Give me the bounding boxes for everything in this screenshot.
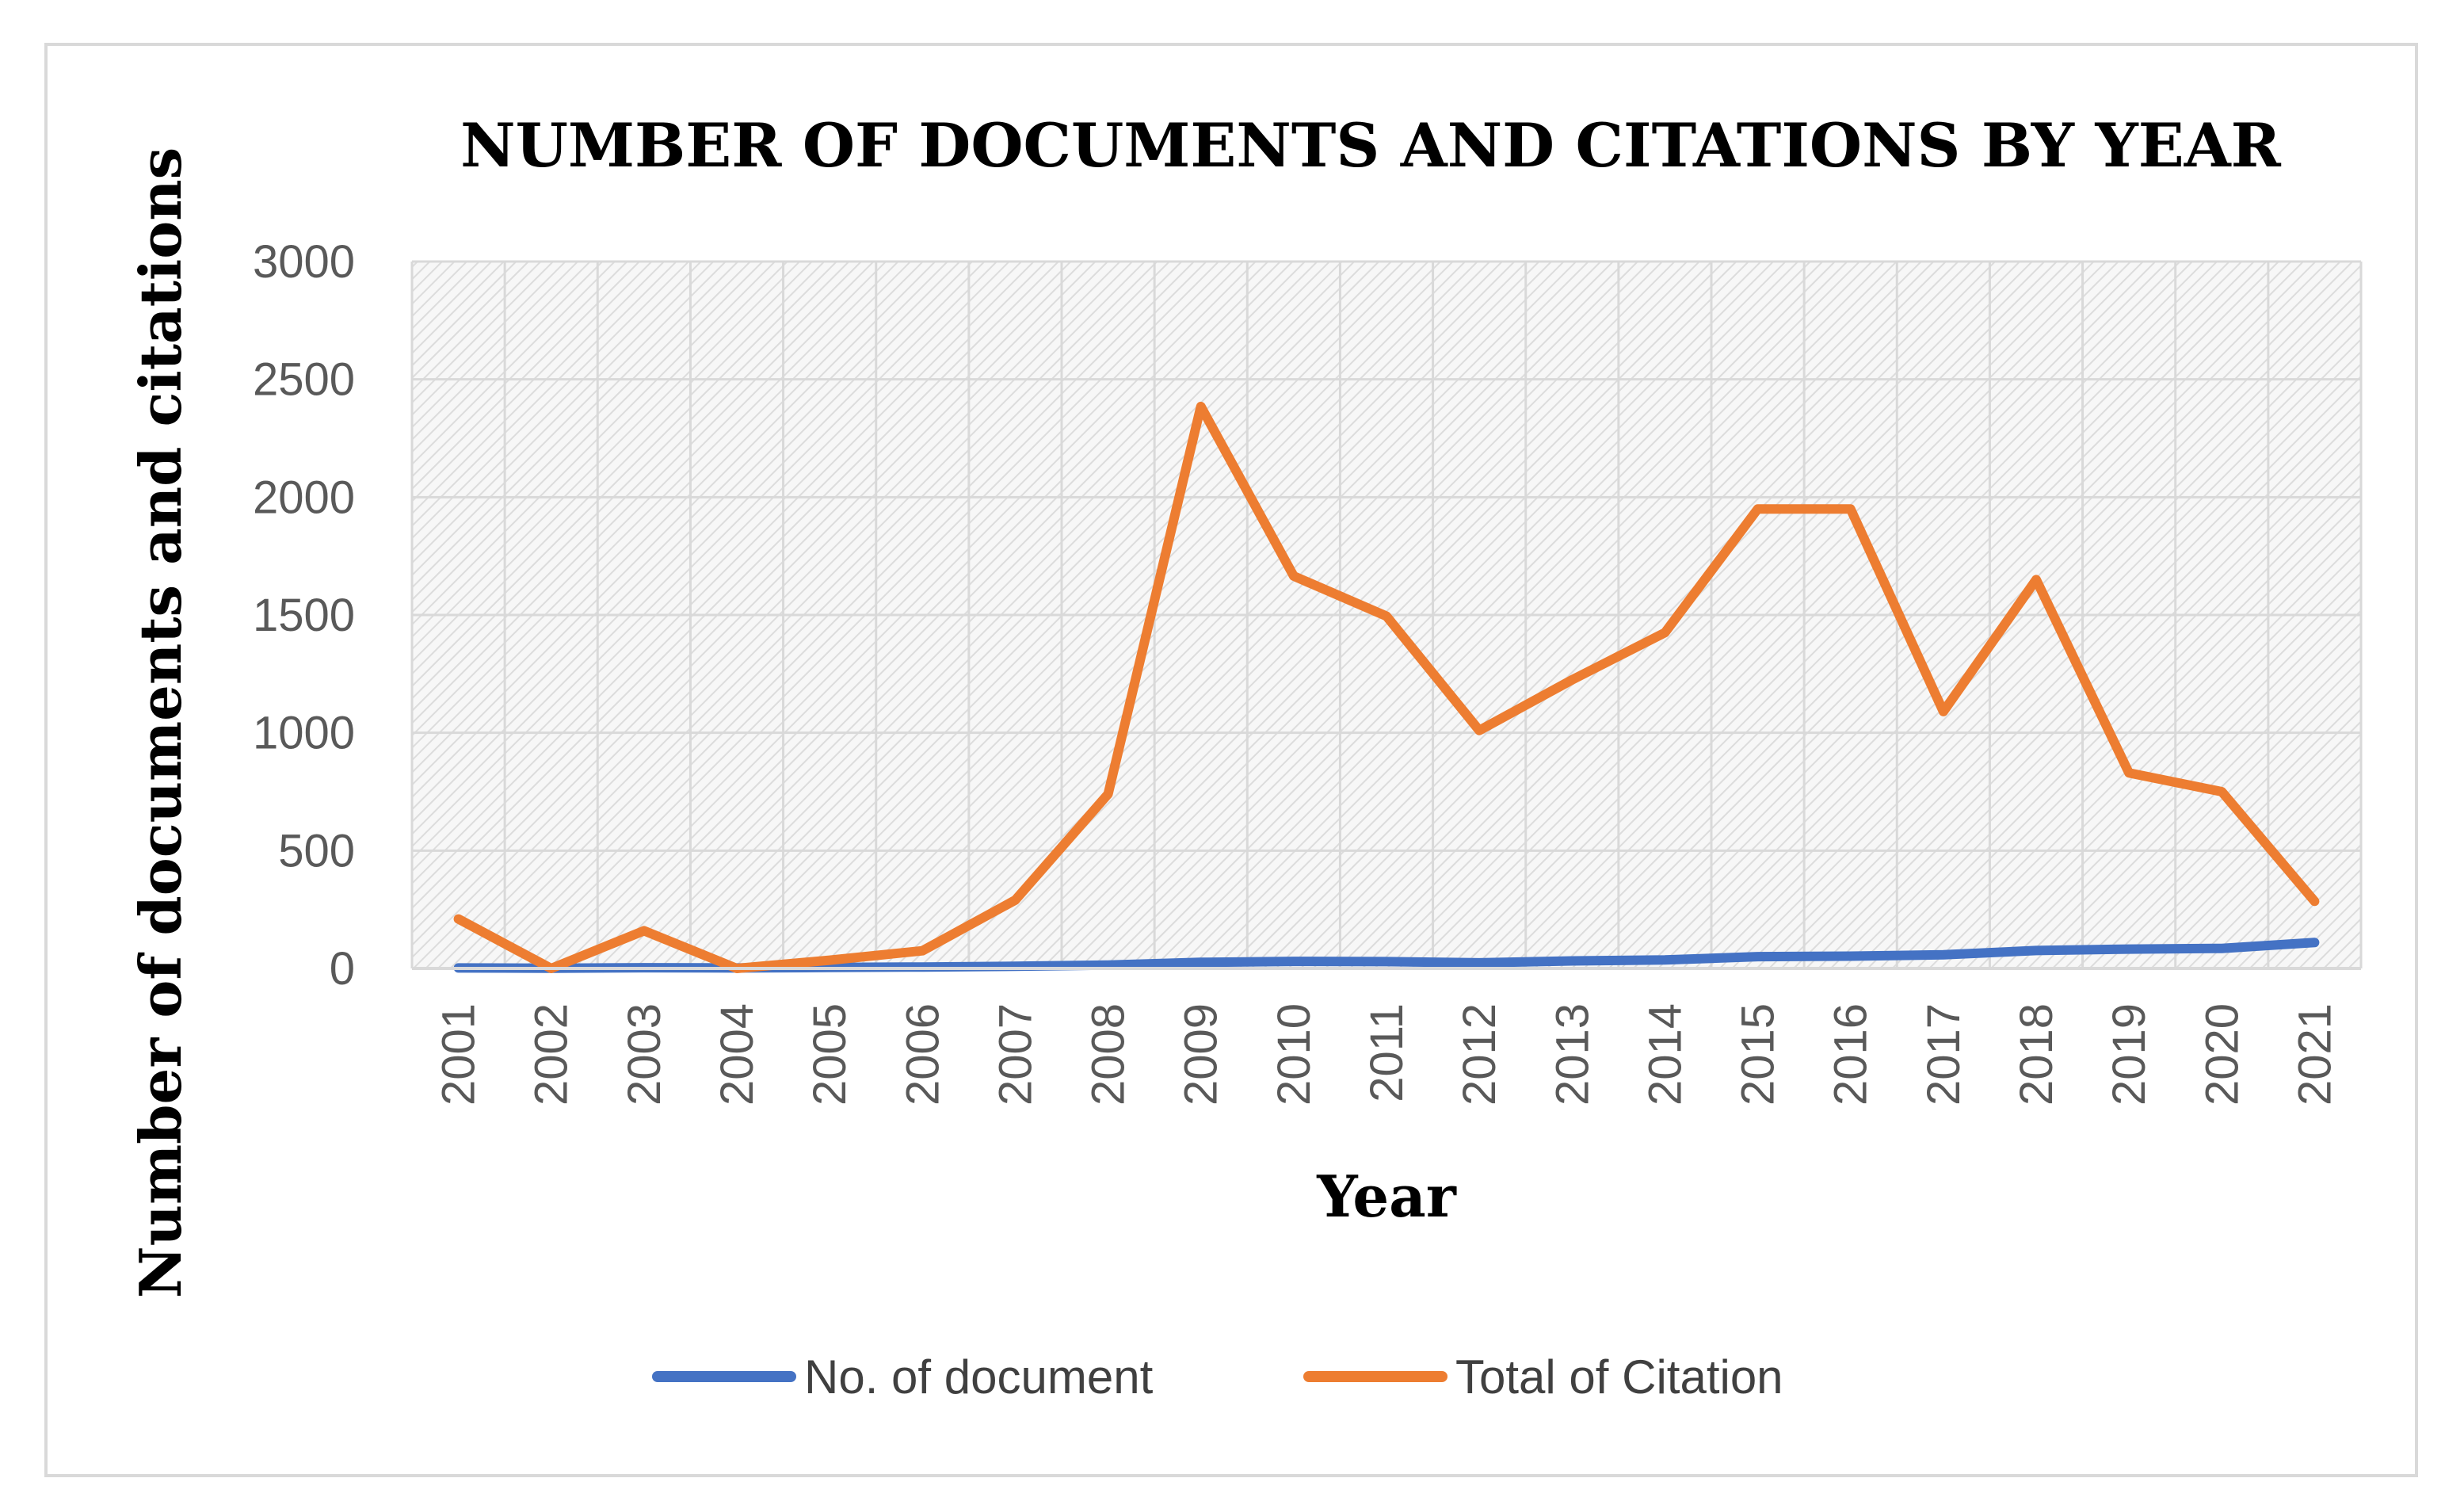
y-tick-label: 3000 <box>253 236 355 288</box>
x-tick-label: 2013 <box>1547 1003 1598 1106</box>
x-axis-ticks: 2001 2002 2003 2004 2005 2006 2007 2008 2009 2010… <box>433 1003 2341 1106</box>
y-tick-label: 1000 <box>253 708 355 759</box>
x-tick-label: 2016 <box>1825 1003 1877 1106</box>
data-point-documents <box>1664 959 1665 961</box>
y-axis-ticks: 0 500 1000 1500 2000 2500 3000 <box>253 236 355 995</box>
x-tick-label: 2017 <box>1918 1003 1970 1106</box>
data-point-citations <box>1108 793 1109 795</box>
x-tick-label: 2003 <box>619 1003 670 1106</box>
legend: No. of document Total of Citation <box>652 1350 1783 1404</box>
x-tick-label: 2020 <box>2196 1003 2248 1106</box>
x-tick-label: 2006 <box>897 1003 948 1106</box>
y-axis-title: Number of documents and citations <box>127 147 194 1298</box>
y-tick-label: 2000 <box>253 472 355 523</box>
data-point-citations <box>1014 899 1016 901</box>
x-axis-title: Year <box>1316 1163 1457 1230</box>
data-point-documents <box>1757 956 1759 957</box>
chart-title: NUMBER OF DOCUMENTS AND CITATIONS BY YEA… <box>460 110 2282 181</box>
data-point-citations <box>1943 711 1944 712</box>
x-tick-label: 2010 <box>1268 1003 1320 1106</box>
data-point-citations <box>921 950 923 952</box>
y-tick-label: 2500 <box>253 354 355 406</box>
data-point-citations <box>2128 772 2130 773</box>
data-point-citations <box>1850 508 1852 510</box>
x-tick-label: 2004 <box>711 1003 763 1106</box>
data-point-citations <box>2035 579 2037 580</box>
x-tick-label: 2007 <box>990 1003 1041 1106</box>
data-point-citations <box>1664 632 1665 633</box>
y-tick-label: 0 <box>330 943 355 995</box>
x-tick-label: 2015 <box>1733 1003 1784 1106</box>
data-point-documents <box>1943 954 1944 956</box>
data-point-citations <box>643 930 645 931</box>
x-tick-label: 2005 <box>804 1003 856 1106</box>
x-tick-label: 2009 <box>1176 1003 1227 1106</box>
data-point-documents <box>1293 961 1295 962</box>
legend-label-citations: Total of Citation <box>1455 1350 1783 1404</box>
data-point-citations <box>829 960 830 961</box>
x-tick-label: 2018 <box>2011 1003 2062 1106</box>
data-point-documents <box>1478 962 1480 964</box>
data-point-citations <box>1571 679 1573 681</box>
x-tick-label: 2008 <box>1083 1003 1135 1106</box>
data-point-citations <box>1478 730 1480 731</box>
data-point-documents <box>1200 961 1202 963</box>
data-point-documents <box>2313 941 2315 943</box>
x-tick-label: 2021 <box>2289 1003 2340 1106</box>
data-point-documents <box>1850 956 1852 957</box>
y-tick-label: 500 <box>278 825 355 877</box>
data-point-citations <box>2221 791 2222 793</box>
data-point-citations <box>1386 615 1387 617</box>
data-point-documents <box>2035 949 2037 951</box>
x-tick-label: 2019 <box>2104 1003 2155 1106</box>
data-point-citations <box>1293 575 1295 577</box>
data-point-documents <box>2128 949 2130 950</box>
data-point-citations <box>1200 406 1202 407</box>
x-tick-label: 2001 <box>433 1003 485 1106</box>
data-point-citations <box>2313 900 2315 902</box>
x-tick-label: 2014 <box>1639 1003 1691 1106</box>
legend-label-documents: No. of document <box>804 1350 1154 1404</box>
y-tick-label: 1500 <box>253 590 355 641</box>
data-point-citations <box>458 919 460 920</box>
series-line-citations <box>453 401 2320 973</box>
data-point-documents <box>1386 961 1387 962</box>
data-point-citations <box>1757 508 1759 510</box>
x-tick-label: 2002 <box>526 1003 578 1106</box>
data-point-documents <box>1108 964 1109 966</box>
data-point-documents <box>1571 960 1573 961</box>
data-point-documents <box>2221 948 2222 949</box>
x-tick-label: 2012 <box>1454 1003 1505 1106</box>
x-tick-label: 2011 <box>1361 1003 1413 1102</box>
